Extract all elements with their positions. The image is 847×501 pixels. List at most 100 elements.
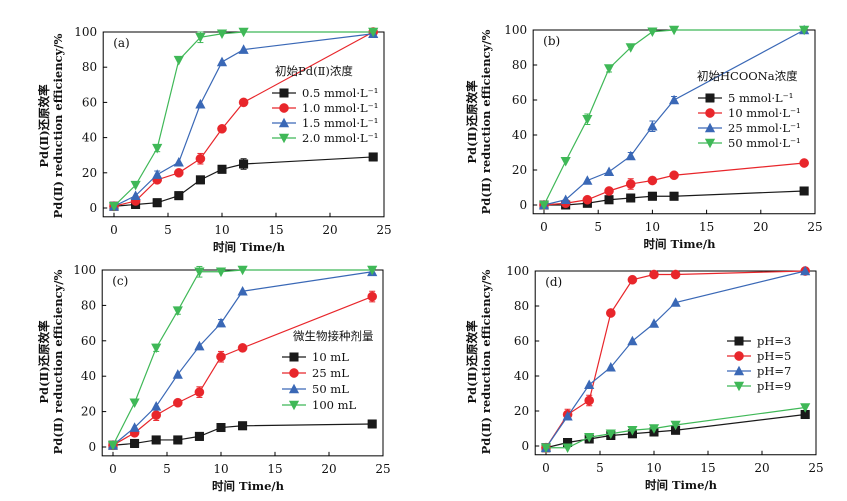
x-tick-label: 25 (807, 220, 822, 234)
data-point (647, 120, 658, 131)
data-point (582, 175, 593, 185)
y-axis-title-cn: Pd(Ⅱ)还原效率 (37, 320, 51, 404)
x-tick-label: 25 (376, 223, 391, 237)
y-tick-label: 0 (520, 198, 528, 212)
x-tick-label: 20 (322, 223, 337, 237)
legend-label: 1.5 mmol·L⁻¹ (302, 116, 378, 130)
series-2: pH=7 (540, 265, 811, 453)
y-axis-title-en: Pd(Ⅱ) reduction efficiency/% (479, 30, 493, 215)
data-point (173, 167, 184, 178)
legend-label: pH=5 (757, 349, 791, 363)
data-point (237, 343, 248, 353)
y-tick-label: 60 (82, 95, 97, 109)
data-point (647, 27, 658, 38)
data-point (215, 267, 227, 278)
x-tick-label: 0 (542, 461, 550, 475)
data-point (799, 158, 809, 168)
y-tick-label: 100 (506, 264, 529, 278)
data-point (603, 64, 615, 74)
y-tick-label: 20 (514, 404, 529, 418)
data-point (584, 379, 595, 390)
data-point (367, 265, 378, 276)
legend-label: 10 mmol·L⁻¹ (728, 106, 801, 120)
panel-label: (d) (545, 275, 562, 289)
data-point (238, 44, 249, 54)
data-point (194, 431, 204, 441)
legend-marker (733, 381, 745, 392)
y-axis-title-cn: Pd(Ⅱ)还原效率 (465, 320, 479, 404)
data-point (540, 443, 552, 454)
data-point (237, 285, 248, 296)
legend-marker (705, 93, 715, 103)
data-point (173, 435, 183, 445)
panel-label: (b) (543, 34, 560, 48)
x-axis-title: 时间 Time/h (212, 479, 285, 493)
series-3: 50 mmol·L⁻¹ (538, 25, 810, 211)
y-tick-label: 60 (81, 334, 96, 348)
data-point (627, 274, 638, 285)
y-tick-label: 60 (514, 334, 529, 348)
data-point (582, 194, 593, 205)
y-tick-label: 100 (73, 263, 96, 277)
data-point (130, 190, 141, 200)
data-point (670, 269, 681, 280)
x-tick-label: 0 (540, 220, 548, 234)
data-point (669, 170, 679, 181)
legend-marker (278, 117, 290, 128)
data-point (238, 27, 249, 38)
x-tick-label: 15 (267, 462, 282, 476)
data-point (239, 159, 249, 169)
data-point (648, 318, 660, 328)
data-point (603, 166, 615, 177)
series-2: 1.5 mmol·L⁻¹ (108, 28, 378, 211)
legend-title: 初始Pd(Ⅱ)浓度 (275, 64, 353, 78)
x-tick-label: 20 (753, 220, 768, 234)
data-point (194, 387, 205, 397)
x-tick-label: 15 (700, 461, 715, 475)
data-point (237, 265, 248, 276)
data-point (238, 421, 248, 431)
data-point (669, 191, 679, 201)
y-tick-label: 20 (82, 166, 97, 180)
data-point (173, 156, 184, 167)
x-tick-label: 0 (110, 223, 118, 237)
data-point (584, 432, 595, 443)
y-tick-label: 40 (512, 128, 527, 142)
series-1: pH=5 (541, 266, 811, 453)
y-axis-title-en: Pd(Ⅱ) reduction efficiency/% (51, 34, 65, 219)
x-tick-label: 5 (163, 462, 171, 476)
data-point (172, 397, 183, 408)
series-2: 50 mL (107, 266, 378, 450)
legend-marker (733, 365, 745, 376)
data-point (605, 429, 616, 440)
data-point (648, 424, 660, 434)
data-point (172, 306, 183, 317)
series-0: 0.5 mmol·L⁻¹ (109, 86, 378, 211)
data-point (367, 291, 378, 302)
data-point (152, 198, 162, 208)
x-tick-label: 20 (754, 461, 769, 475)
panel-a: 0 5 10 15 20 25 0 20 40 60 80 100 (a) 时间 Time/h Pd(Ⅱ)还… (37, 25, 392, 254)
x-axis-title: 时间 Time/h (645, 478, 718, 492)
data-point (194, 267, 205, 278)
y-tick-label: 40 (81, 369, 96, 383)
legend-marker (288, 400, 300, 411)
legend-marker (289, 352, 299, 362)
x-axis-title: 时间 Time/h (213, 240, 286, 254)
data-point (560, 194, 571, 205)
data-point (216, 29, 228, 40)
x-tick-label: 5 (164, 223, 172, 237)
series-3: 2.0 mmol·L⁻¹ (108, 27, 378, 212)
legend-label: 25 mmol·L⁻¹ (728, 121, 801, 135)
data-point (151, 410, 161, 420)
legend-marker (704, 138, 716, 149)
data-point (560, 156, 571, 167)
y-axis-title: Pd(Ⅱ)还原效率 Pd(Ⅱ) reduction efficiency/% (37, 34, 65, 219)
legend-marker (278, 133, 290, 144)
data-point (130, 438, 140, 448)
data-point (195, 175, 205, 185)
y-tick-label: 40 (514, 369, 529, 383)
legend-title: 初始HCOONa浓度 (697, 69, 798, 83)
data-point (195, 153, 206, 164)
legend-marker (279, 88, 289, 98)
